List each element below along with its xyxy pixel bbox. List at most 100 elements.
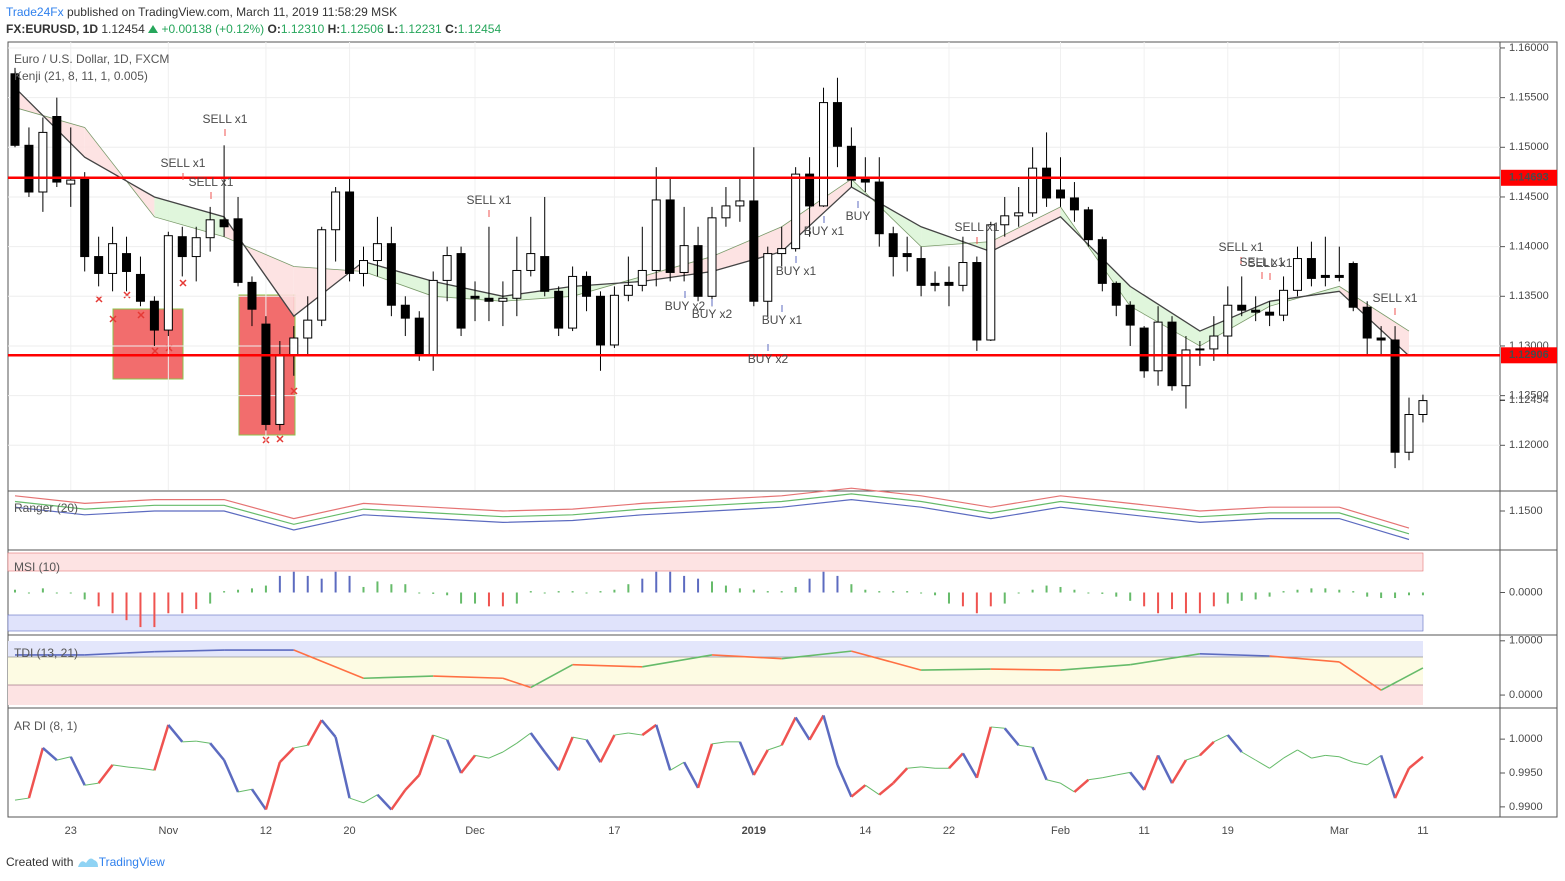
msi-bar bbox=[1421, 592, 1424, 596]
candle-body bbox=[372, 243, 382, 262]
h: 1.12506 bbox=[340, 22, 384, 36]
ardi-segment bbox=[878, 782, 895, 796]
tdi-segment bbox=[990, 668, 1061, 671]
ardi-segment bbox=[196, 740, 211, 744]
y-tick-label: 1.15500 bbox=[1509, 92, 1549, 104]
candle-body bbox=[1292, 258, 1302, 291]
h-label: H: bbox=[327, 22, 341, 36]
ardi-segment bbox=[167, 724, 184, 743]
ardi-segment bbox=[921, 766, 936, 769]
msi-bar bbox=[808, 578, 811, 593]
msi-bar bbox=[167, 592, 170, 614]
ardi-segment bbox=[1353, 761, 1368, 766]
ardi-segment bbox=[738, 741, 755, 776]
x-tick-label: 11 bbox=[1417, 825, 1428, 837]
tdi-segment bbox=[433, 675, 503, 680]
ardi-segment bbox=[683, 761, 700, 789]
ardi-segment bbox=[502, 742, 518, 753]
msi-bar bbox=[711, 581, 713, 593]
msi-bar bbox=[947, 592, 950, 604]
msi-bar bbox=[738, 588, 741, 593]
candle-body bbox=[38, 131, 48, 193]
ardi-segment bbox=[1185, 754, 1201, 761]
candle-body bbox=[456, 253, 466, 329]
tdi-segment bbox=[781, 650, 852, 660]
candle-body bbox=[832, 102, 842, 147]
candle-body bbox=[526, 253, 536, 271]
ardi-segment bbox=[529, 732, 546, 753]
candle-body bbox=[554, 290, 564, 329]
ardi-segment bbox=[780, 716, 797, 746]
msi-bar bbox=[585, 592, 588, 594]
msi-bar bbox=[1338, 589, 1341, 593]
msi-lower-band bbox=[7, 614, 1424, 632]
msi-upper-band bbox=[7, 552, 1424, 572]
level-label: 1.12906 bbox=[1509, 349, 1549, 361]
tdi-lower-band bbox=[8, 685, 1423, 705]
candle-body bbox=[1404, 414, 1414, 453]
y-tick-label: 1.14500 bbox=[1509, 191, 1549, 203]
footer-text: Created with bbox=[6, 855, 74, 869]
msi-bar bbox=[766, 591, 769, 593]
ardi-segment bbox=[543, 751, 560, 772]
msi-bar bbox=[432, 592, 435, 594]
msi-bar bbox=[487, 592, 490, 607]
ardi-segment bbox=[975, 726, 993, 779]
msi-bar bbox=[794, 586, 797, 593]
msi-bar bbox=[1045, 585, 1048, 593]
candle-body bbox=[568, 275, 578, 329]
msi-bar bbox=[1408, 592, 1410, 596]
y-tick-label: 0.0000 bbox=[1509, 586, 1543, 598]
msi-bar bbox=[390, 584, 393, 593]
candle-body bbox=[108, 243, 118, 274]
candle-body bbox=[1251, 309, 1261, 313]
tdi-upper-band bbox=[8, 641, 1423, 657]
ardi-segment bbox=[1088, 777, 1103, 781]
candle-body bbox=[819, 102, 829, 207]
msi-bar bbox=[41, 588, 44, 593]
signal-label: SELL x1 bbox=[1248, 256, 1293, 270]
candle-body bbox=[651, 199, 661, 271]
indicator-title: Kenji (21, 8, 11, 1, 0.005) bbox=[14, 69, 148, 83]
msi-bar bbox=[1101, 592, 1104, 594]
candle-body bbox=[149, 300, 159, 331]
ardi-segment bbox=[153, 724, 170, 771]
level-label-bg bbox=[1501, 347, 1557, 364]
ardi-segment bbox=[404, 774, 421, 791]
ardi-segment bbox=[237, 788, 253, 793]
msi-bar bbox=[1003, 592, 1006, 604]
ardi-segment bbox=[752, 749, 769, 776]
msi-bar bbox=[1268, 592, 1271, 597]
candle-body bbox=[665, 199, 675, 273]
ardi-segment bbox=[390, 789, 407, 811]
tdi-middle-band bbox=[8, 657, 1423, 685]
signal-label: SELL x1 bbox=[1240, 255, 1285, 269]
candle-body bbox=[1279, 289, 1289, 316]
candle-body bbox=[359, 260, 368, 274]
msi-bar bbox=[446, 592, 449, 596]
signal-label: BUY x1 bbox=[804, 224, 845, 238]
candle-body bbox=[317, 229, 327, 321]
ardi-segment bbox=[1366, 754, 1382, 766]
msi-bar bbox=[1198, 592, 1201, 614]
candle-body bbox=[261, 323, 271, 425]
frame bbox=[7, 41, 1558, 818]
ardi-segment bbox=[306, 719, 323, 746]
msi-bar bbox=[780, 591, 783, 593]
o: 1.12310 bbox=[280, 22, 325, 36]
signal-label: SELL x1 bbox=[467, 193, 512, 207]
candle-body bbox=[233, 218, 243, 283]
x-tick-label: 22 bbox=[943, 825, 955, 837]
ardi-segment bbox=[293, 744, 308, 749]
candle-body bbox=[470, 295, 480, 299]
candle-body bbox=[623, 284, 633, 296]
msi-bar bbox=[264, 585, 267, 593]
candle-body bbox=[874, 181, 884, 235]
ardi-segment bbox=[1311, 754, 1326, 759]
candle-body bbox=[1306, 258, 1316, 279]
candle-body bbox=[735, 200, 745, 207]
msi-bar bbox=[1226, 592, 1229, 604]
brand-logo bbox=[77, 858, 98, 867]
msi-bar bbox=[376, 581, 379, 593]
